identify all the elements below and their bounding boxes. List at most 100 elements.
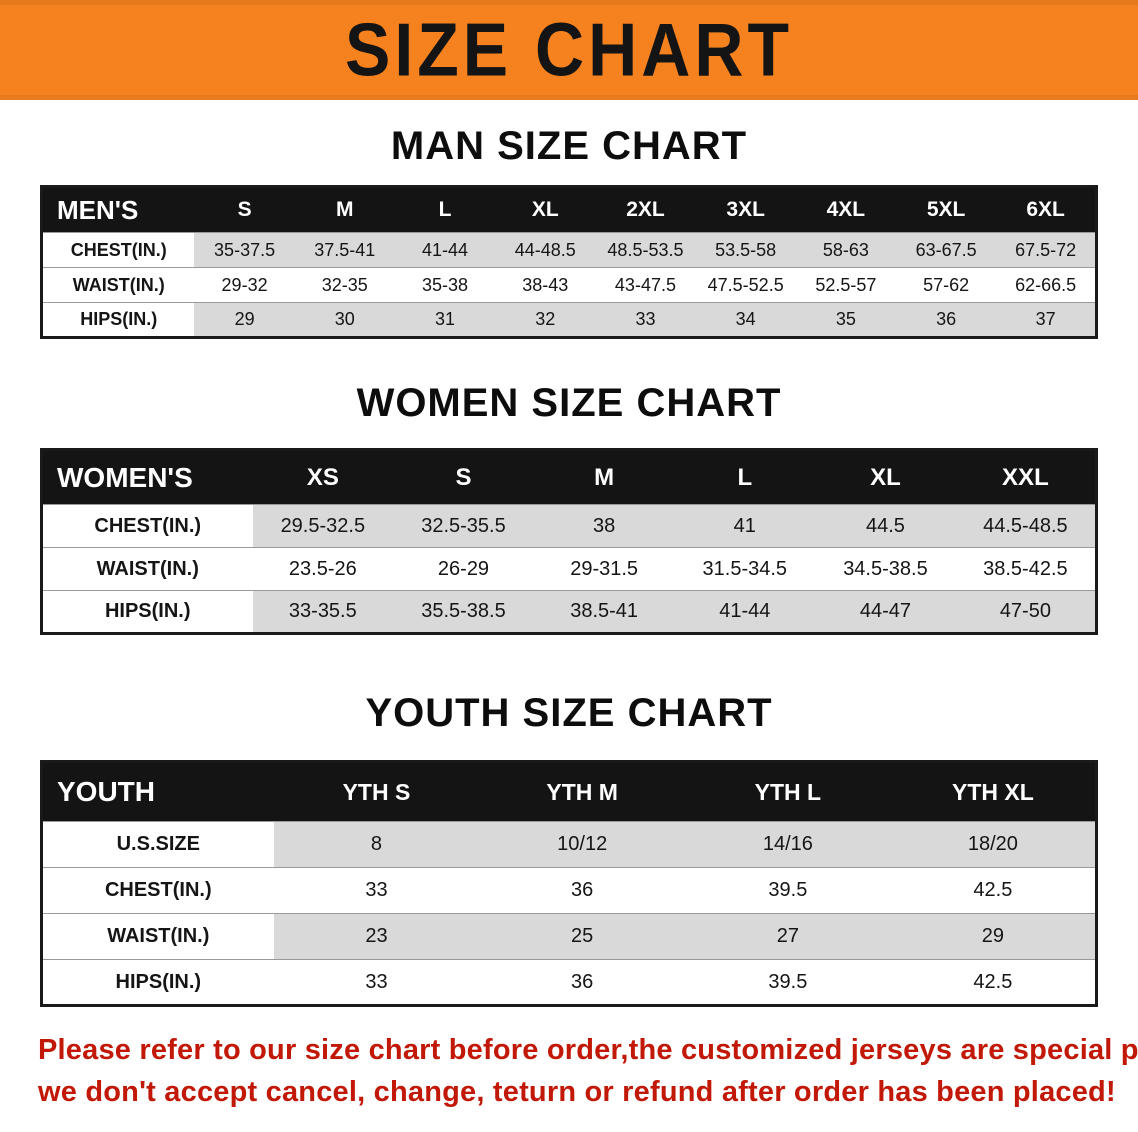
value-cell: 31.5-34.5 bbox=[674, 547, 816, 591]
size-column-header: L bbox=[394, 186, 496, 233]
value-cell: 63-67.5 bbox=[896, 232, 997, 268]
row-label-cell: HIPS(IN.) bbox=[41, 302, 195, 338]
value-cell: 42.5 bbox=[890, 959, 1097, 1006]
table-title-cell: YOUTH bbox=[41, 761, 274, 822]
row-label-cell: WAIST(IN.) bbox=[41, 267, 195, 303]
value-cell: 41-44 bbox=[394, 232, 496, 268]
disclaimer-line-1: Please refer to our size chart before or… bbox=[38, 1034, 1138, 1066]
size-column-header: 3XL bbox=[695, 186, 796, 233]
size-column-header: XL bbox=[495, 186, 596, 233]
size-column-header: S bbox=[194, 186, 295, 233]
value-cell: 36 bbox=[896, 302, 997, 338]
women-section: WOMEN SIZE CHART WOMEN'S XS S M L XL XXL CHEST(… bbox=[0, 381, 1138, 635]
value-cell: 35-37.5 bbox=[194, 232, 295, 268]
value-cell: 32.5-35.5 bbox=[393, 504, 534, 548]
table-row: WAIST(IN.) 23 25 27 29 bbox=[41, 913, 1097, 960]
value-cell: 25 bbox=[479, 913, 686, 960]
value-cell: 36 bbox=[479, 959, 686, 1006]
women-section-heading: WOMEN SIZE CHART bbox=[356, 381, 782, 425]
row-label-cell: CHEST(IN.) bbox=[41, 867, 274, 914]
table-row: HIPS(IN.) 33-35.5 35.5-38.5 38.5-41 41-44 44-… bbox=[41, 590, 1097, 634]
value-cell: 38.5-41 bbox=[533, 590, 675, 634]
value-cell: 38-43 bbox=[495, 267, 596, 303]
table-row: CHEST(IN.) 33 36 39.5 42.5 bbox=[41, 867, 1097, 914]
value-cell: 47.5-52.5 bbox=[695, 267, 796, 303]
value-cell: 8 bbox=[273, 821, 480, 868]
value-cell: 38 bbox=[533, 504, 675, 548]
size-column-header: XXL bbox=[955, 449, 1097, 505]
table-row: U.S.SIZE 8 10/12 14/16 18/20 bbox=[41, 821, 1097, 868]
value-cell: 32 bbox=[495, 302, 596, 338]
value-cell: 33 bbox=[273, 867, 480, 914]
table-row: CHEST(IN.) 29.5-32.5 32.5-35.5 38 41 44.5 44.5… bbox=[41, 504, 1097, 548]
value-cell: 33 bbox=[273, 959, 480, 1006]
value-cell: 39.5 bbox=[685, 867, 891, 914]
value-cell: 36 bbox=[479, 867, 686, 914]
disclaimer-line-2: we don't accept cancel, change, teturn o… bbox=[38, 1076, 1116, 1109]
value-cell: 26-29 bbox=[393, 547, 534, 591]
value-cell: 31 bbox=[394, 302, 496, 338]
table-row: WAIST(IN.) 29-32 32-35 35-38 38-43 43-47.5 47.… bbox=[41, 267, 1097, 303]
value-cell: 30 bbox=[294, 302, 395, 338]
table-header-row: YOUTH YTH S YTH M YTH L YTH XL bbox=[41, 761, 1097, 822]
value-cell: 58-63 bbox=[795, 232, 896, 268]
banner: SIZE CHART bbox=[0, 0, 1138, 100]
row-label-cell: CHEST(IN.) bbox=[41, 504, 253, 548]
value-cell: 33-35.5 bbox=[252, 590, 394, 634]
youth-section-heading: YOUTH SIZE CHART bbox=[365, 691, 773, 735]
women-size-table: WOMEN'S XS S M L XL XXL CHEST(IN.) 29.5-32.5 32.5… bbox=[40, 448, 1098, 635]
value-cell: 35-38 bbox=[394, 267, 496, 303]
value-cell: 41 bbox=[674, 504, 816, 548]
size-column-header: S bbox=[393, 449, 534, 505]
value-cell: 29 bbox=[194, 302, 295, 338]
value-cell: 23 bbox=[273, 913, 480, 960]
value-cell: 53.5-58 bbox=[695, 232, 796, 268]
value-cell: 32-35 bbox=[294, 267, 395, 303]
value-cell: 14/16 bbox=[685, 821, 891, 868]
men-section-heading: MAN SIZE CHART bbox=[390, 124, 748, 168]
size-column-header: M bbox=[294, 186, 395, 233]
value-cell: 34.5-38.5 bbox=[815, 547, 956, 591]
row-label-cell: WAIST(IN.) bbox=[41, 547, 253, 591]
value-cell: 37 bbox=[996, 302, 1097, 338]
table-header-row: MEN'S S M L XL 2XL 3XL 4XL 5XL 6XL bbox=[41, 186, 1097, 233]
youth-section: YOUTH SIZE CHART YOUTH YTH S YTH M YTH L YTH… bbox=[0, 691, 1138, 1007]
value-cell: 67.5-72 bbox=[996, 232, 1097, 268]
value-cell: 52.5-57 bbox=[795, 267, 896, 303]
size-column-header: XL bbox=[815, 449, 956, 505]
value-cell: 27 bbox=[685, 913, 891, 960]
table-row: CHEST(IN.) 35-37.5 37.5-41 41-44 44-48.5 48.5… bbox=[41, 232, 1097, 268]
size-column-header: YTH L bbox=[685, 761, 891, 822]
table-row: HIPS(IN.) 29 30 31 32 33 34 35 36 37 bbox=[41, 302, 1097, 338]
value-cell: 29 bbox=[890, 913, 1097, 960]
table-title-cell: WOMEN'S bbox=[41, 449, 253, 505]
value-cell: 10/12 bbox=[479, 821, 686, 868]
size-column-header: YTH S bbox=[273, 761, 480, 822]
size-column-header: M bbox=[533, 449, 675, 505]
row-label-cell: HIPS(IN.) bbox=[41, 590, 253, 634]
value-cell: 18/20 bbox=[890, 821, 1097, 868]
value-cell: 43-47.5 bbox=[595, 267, 696, 303]
value-cell: 33 bbox=[595, 302, 696, 338]
men-size-table: MEN'S S M L XL 2XL 3XL 4XL 5XL 6XL CHEST(IN.) 35-37… bbox=[40, 185, 1098, 339]
value-cell: 44.5-48.5 bbox=[955, 504, 1097, 548]
disclaimer: Please refer to our size chart before or… bbox=[38, 1029, 1138, 1113]
men-section: MAN SIZE CHART MEN'S S M L XL 2XL 3XL 4XL 5XL 6XL… bbox=[0, 124, 1138, 339]
value-cell: 44-48.5 bbox=[495, 232, 596, 268]
value-cell: 37.5-41 bbox=[294, 232, 395, 268]
value-cell: 44-47 bbox=[815, 590, 956, 634]
table-header-row: WOMEN'S XS S M L XL XXL bbox=[41, 449, 1097, 505]
value-cell: 44.5 bbox=[815, 504, 956, 548]
value-cell: 47-50 bbox=[955, 590, 1097, 634]
value-cell: 29-31.5 bbox=[533, 547, 675, 591]
row-label-cell: HIPS(IN.) bbox=[41, 959, 274, 1006]
page-title: SIZE CHART bbox=[345, 8, 793, 92]
size-column-header: L bbox=[674, 449, 816, 505]
value-cell: 34 bbox=[695, 302, 796, 338]
size-column-header: 4XL bbox=[795, 186, 896, 233]
table-row: WAIST(IN.) 23.5-26 26-29 29-31.5 31.5-34.5 34… bbox=[41, 547, 1097, 591]
value-cell: 62-66.5 bbox=[996, 267, 1097, 303]
value-cell: 38.5-42.5 bbox=[955, 547, 1097, 591]
value-cell: 35 bbox=[795, 302, 896, 338]
